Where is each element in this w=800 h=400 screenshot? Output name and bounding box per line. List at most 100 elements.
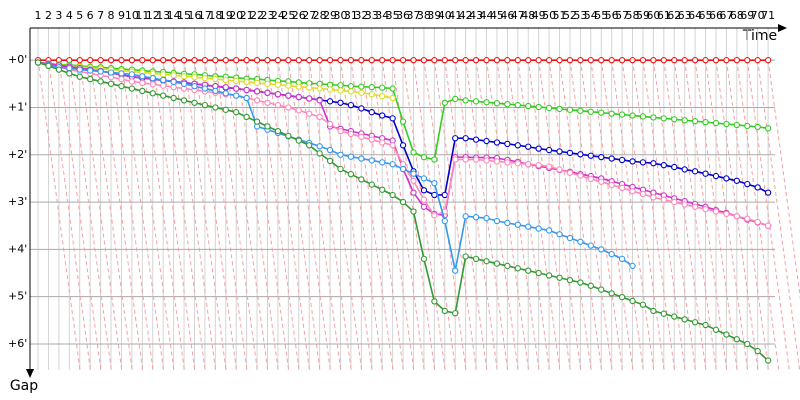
x-tick-label: 52	[563, 9, 577, 22]
data-point	[379, 92, 386, 100]
data-point	[493, 57, 501, 64]
data-point	[368, 109, 375, 116]
x-tick-label: 55	[594, 9, 608, 22]
data-point	[733, 336, 740, 343]
data-point	[691, 57, 699, 64]
data-point	[358, 83, 365, 90]
data-point	[608, 250, 615, 258]
data-point	[170, 94, 177, 102]
data-point	[87, 75, 94, 83]
data-point	[379, 186, 386, 193]
data-point	[306, 110, 313, 117]
data-point	[389, 57, 396, 64]
reference-line	[402, 60, 446, 371]
data-point	[76, 57, 83, 64]
data-point	[452, 135, 459, 142]
x-tick-label: 57	[615, 9, 629, 22]
x-tick-label: 63	[678, 9, 692, 22]
data-point	[368, 181, 375, 188]
data-point	[160, 92, 167, 99]
data-point	[504, 262, 511, 270]
x-tick-label: 8	[108, 9, 115, 22]
x-tick-label: 49	[532, 9, 546, 22]
data-point	[274, 57, 282, 64]
x-tick-label: 23	[260, 9, 274, 22]
data-point	[264, 57, 271, 64]
data-point	[618, 156, 626, 164]
data-point	[160, 76, 167, 84]
data-point	[723, 331, 730, 338]
data-point	[379, 57, 386, 64]
reference-line	[287, 60, 331, 371]
data-point	[441, 57, 448, 64]
data-point	[525, 143, 532, 150]
data-point	[410, 149, 417, 156]
data-point	[243, 113, 250, 121]
data-point	[629, 297, 636, 305]
x-tick-label: 36	[396, 9, 410, 22]
data-point	[420, 203, 428, 210]
data-point	[587, 242, 594, 249]
data-point	[326, 98, 334, 105]
data-point	[76, 73, 83, 80]
y-axis-label: Gap	[10, 378, 38, 394]
data-point	[34, 59, 42, 66]
reference-line	[37, 60, 81, 371]
data-point	[545, 163, 553, 170]
x-tick-label: 48	[521, 9, 535, 22]
data-point	[243, 94, 250, 102]
data-point	[504, 101, 511, 108]
data-point	[556, 105, 563, 113]
data-point	[170, 57, 177, 64]
data-point	[452, 95, 459, 103]
data-point	[504, 219, 511, 227]
data-point	[462, 57, 469, 64]
x-tick-label: 33	[365, 9, 379, 22]
data-point	[639, 301, 647, 308]
data-point	[253, 118, 261, 125]
reference-line	[350, 60, 394, 371]
data-point	[608, 181, 615, 189]
data-point	[337, 87, 344, 94]
x-tick-label: 9	[118, 9, 125, 22]
data-point	[545, 272, 553, 279]
x-tick-label: 51	[553, 9, 567, 22]
data-point	[650, 114, 657, 121]
data-point	[139, 57, 146, 64]
data-point	[285, 92, 292, 99]
data-point	[514, 221, 521, 228]
data-point	[107, 57, 115, 64]
reference-line	[611, 60, 655, 371]
x-tick-label: 35	[386, 9, 400, 22]
data-point	[358, 176, 365, 183]
data-point	[598, 57, 605, 64]
data-point	[420, 153, 428, 161]
x-tick-label: 39	[427, 9, 441, 22]
x-tick-label: 64	[688, 9, 702, 22]
reference-line	[100, 60, 144, 371]
data-point	[577, 57, 584, 64]
data-point	[368, 57, 375, 64]
data-point	[650, 160, 657, 167]
data-point	[660, 115, 667, 122]
data-point	[681, 57, 688, 64]
data-point	[45, 62, 52, 69]
data-point	[295, 83, 302, 90]
data-point	[493, 139, 501, 146]
x-tick-label: 1	[35, 9, 42, 22]
x-tick-label: 26	[292, 9, 306, 22]
data-point	[723, 57, 730, 64]
data-point	[285, 57, 292, 64]
data-point	[316, 150, 323, 157]
data-point	[587, 57, 594, 64]
data-point	[639, 159, 647, 166]
reference-line	[58, 60, 102, 371]
reference-line	[559, 60, 603, 371]
data-point	[358, 155, 365, 162]
x-tick-label: 21	[240, 9, 254, 22]
x-tick-label: 62	[667, 9, 681, 22]
data-point	[535, 225, 542, 232]
data-point	[431, 212, 438, 219]
x-tick-label: 56	[605, 9, 619, 22]
data-point	[691, 319, 699, 326]
